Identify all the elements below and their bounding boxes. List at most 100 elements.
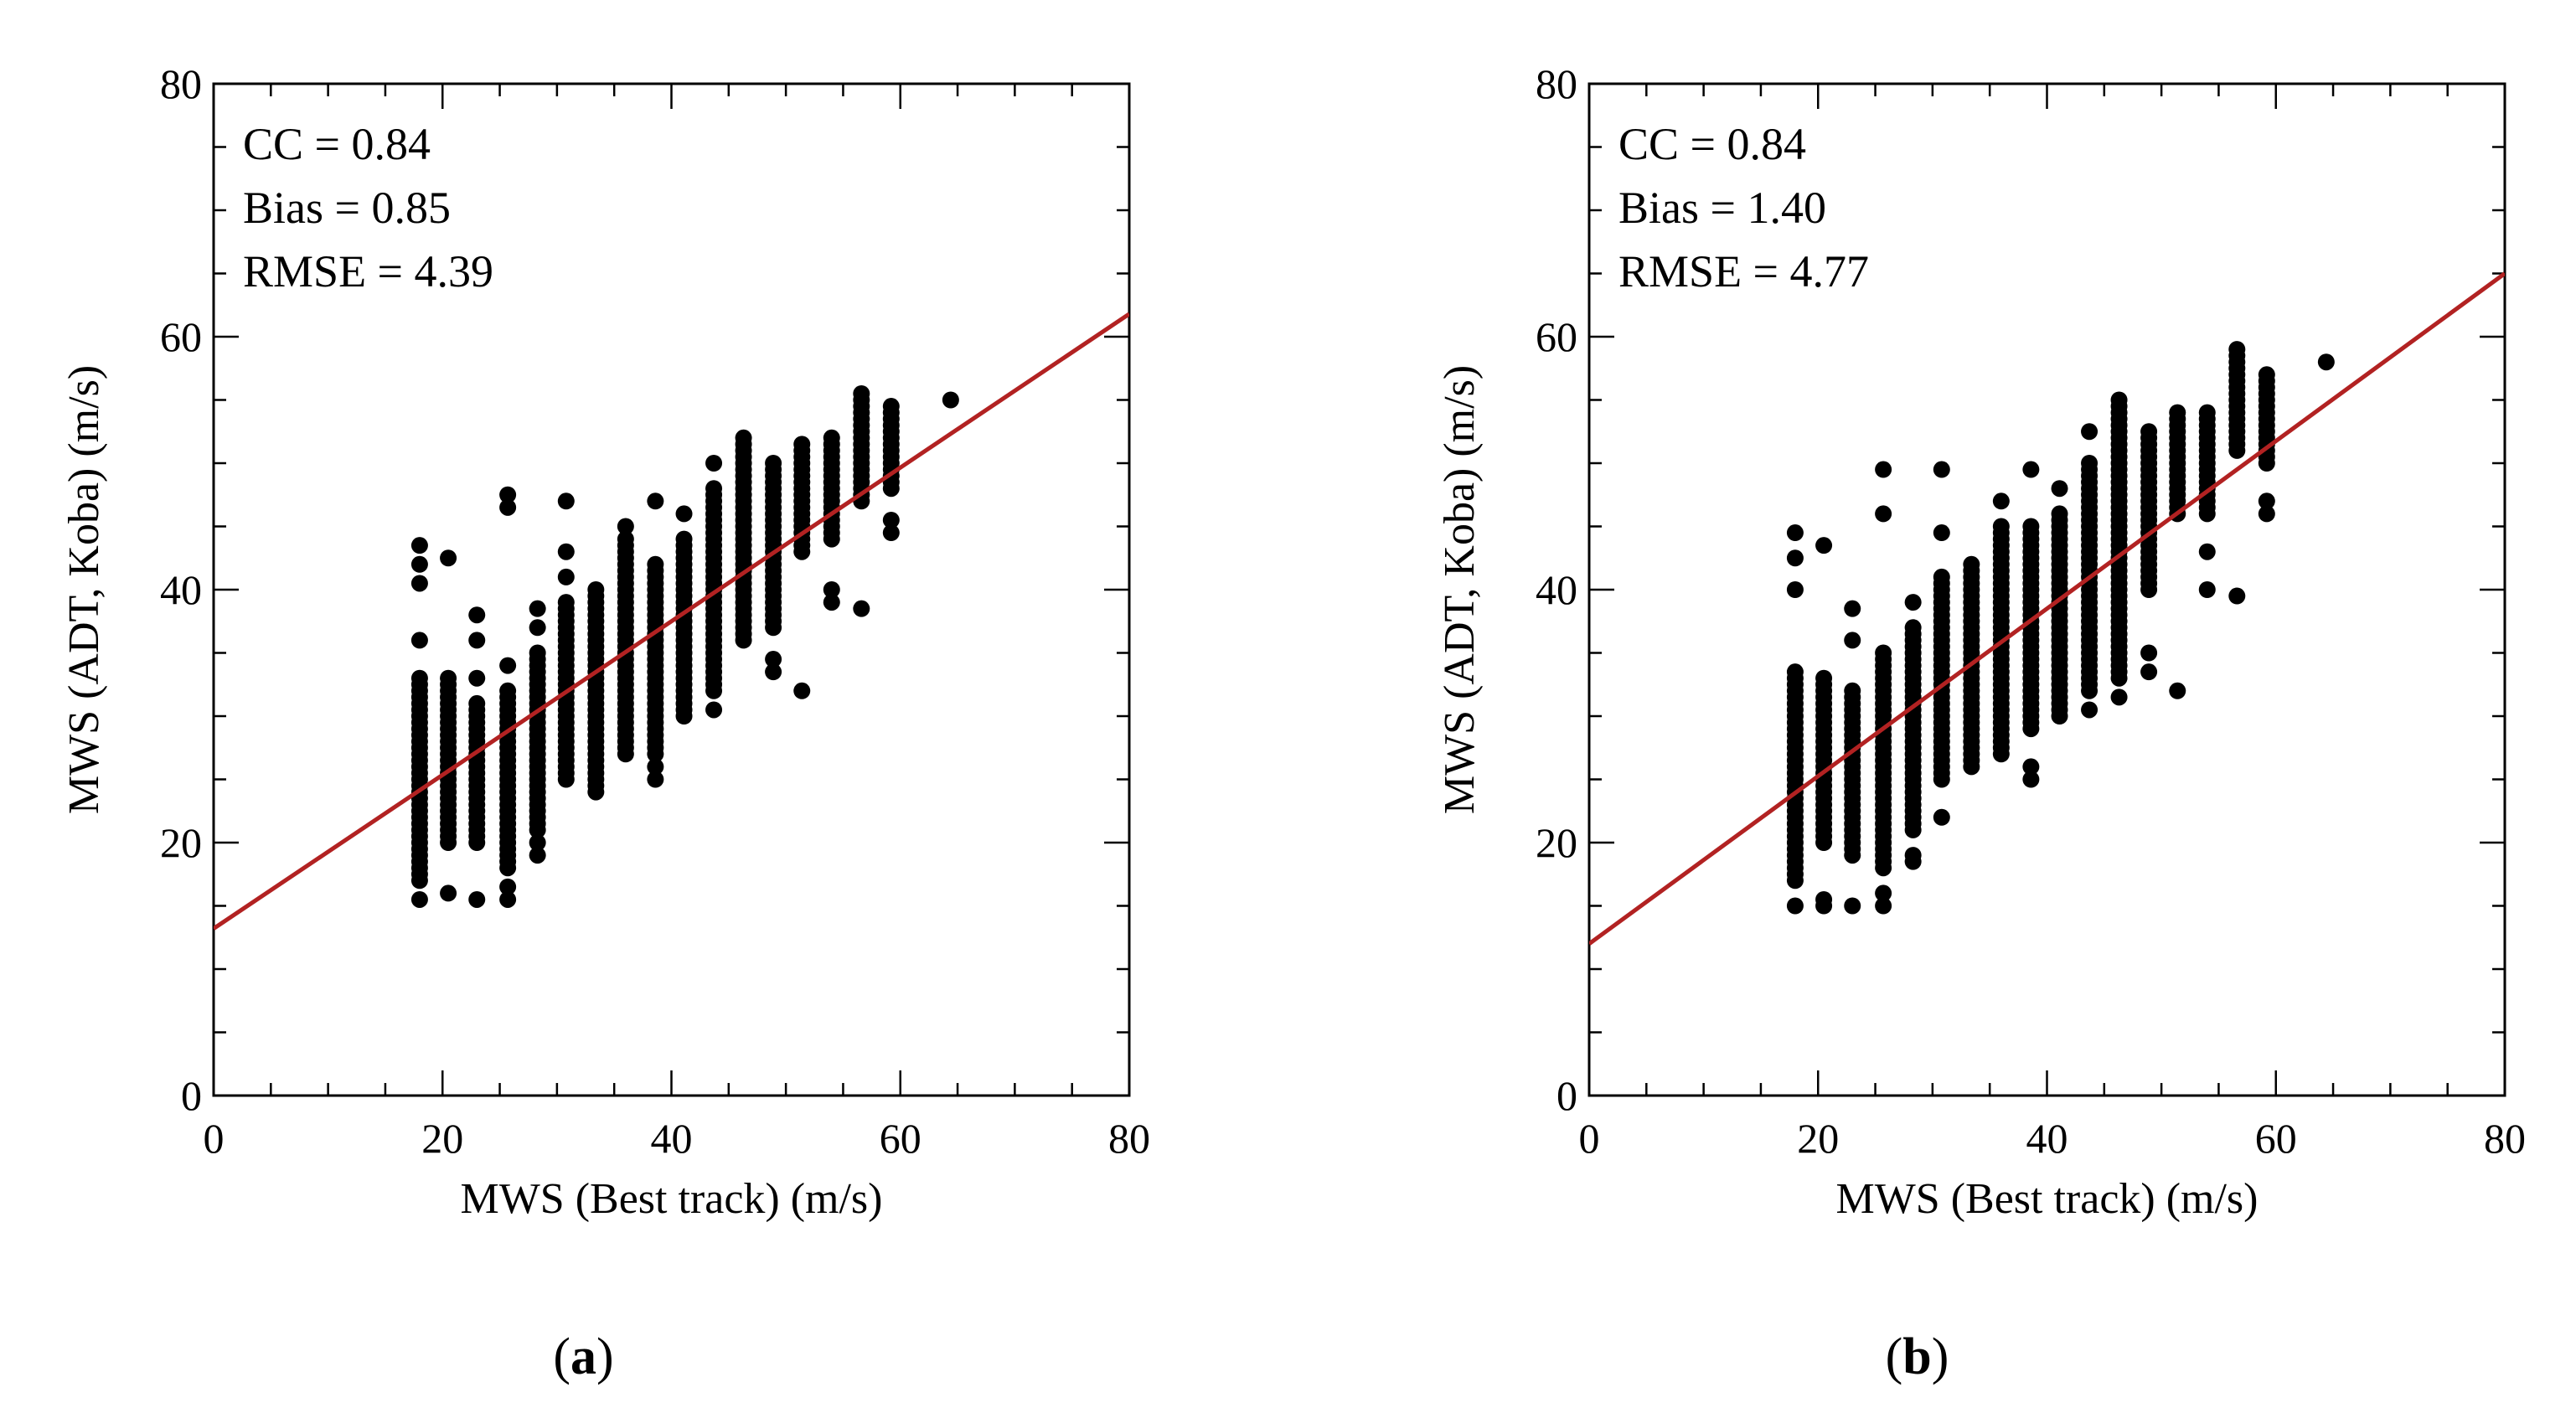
data-point-outlier xyxy=(2022,771,2040,788)
data-point xyxy=(793,436,811,453)
x-tick-label: 20 xyxy=(421,1115,463,1162)
data-point-outlier xyxy=(410,632,428,649)
data-point xyxy=(705,480,723,498)
data-point xyxy=(647,555,664,573)
stat-text: CC = 0.84 xyxy=(1618,119,1806,169)
plot-frame xyxy=(1587,82,2506,1097)
stat-text: Bias = 1.40 xyxy=(1618,183,1826,233)
data-point-outlier xyxy=(853,600,870,617)
x-tick-label: 20 xyxy=(1797,1115,1839,1162)
data-point xyxy=(2110,391,2128,409)
data-point xyxy=(2258,366,2275,384)
data-point-outlier xyxy=(705,701,723,719)
data-point xyxy=(410,669,428,687)
y-tick-label: 20 xyxy=(160,819,202,866)
data-point-outlier xyxy=(882,511,900,529)
x-axis-label: MWS (Best track) (m/s) xyxy=(460,1175,882,1223)
data-point-outlier xyxy=(1904,594,1922,611)
y-tick-label: 80 xyxy=(160,60,202,107)
data-point-outlier xyxy=(765,651,782,668)
scatter-points xyxy=(410,384,959,908)
x-axis-label: MWS (Best track) (m/s) xyxy=(1835,1175,2258,1223)
data-point xyxy=(557,594,575,611)
data-point-outlier xyxy=(2169,682,2186,699)
data-point xyxy=(499,682,517,699)
x-tick-label: 60 xyxy=(880,1115,921,1162)
y-tick-label: 20 xyxy=(1536,819,1577,866)
data-point xyxy=(2081,455,2098,472)
data-point-outlier xyxy=(410,555,428,573)
data-point-outlier xyxy=(440,549,457,567)
data-point-outlier xyxy=(1786,581,1804,598)
data-point xyxy=(1786,663,1804,681)
panel-a: 0 20 40 60 80 0 20 40 60 80 MWS (Best track) (m/s)… xyxy=(60,60,1150,1385)
data-point-outlier xyxy=(557,492,575,510)
data-point xyxy=(2317,353,2335,371)
regression-line xyxy=(1589,271,2505,946)
data-point-outlier xyxy=(823,581,840,598)
data-point-outlier xyxy=(410,890,428,908)
data-point xyxy=(942,391,959,409)
data-point-outlier xyxy=(468,669,486,687)
data-point-outlier xyxy=(468,890,486,908)
x-tick-label: 0 xyxy=(1579,1115,1600,1162)
data-point-outlier xyxy=(1844,897,1861,915)
scatter-points xyxy=(1786,341,2335,915)
data-point-outlier xyxy=(1815,537,1833,554)
data-point xyxy=(735,429,752,446)
panel-label: (a) xyxy=(553,1328,613,1385)
data-point-outlier xyxy=(2198,581,2216,598)
panel-b: 0 20 40 60 80 0 20 40 60 80 MWS (Best track) (m/s)… xyxy=(1436,60,2526,1385)
data-point-outlier xyxy=(1992,492,2010,510)
data-point-outlier xyxy=(499,498,517,516)
stat-text: RMSE = 4.39 xyxy=(243,246,493,297)
data-point-outlier xyxy=(647,758,664,776)
data-point xyxy=(2051,505,2068,523)
data-point-outlier xyxy=(2198,543,2216,560)
data-point-outlier xyxy=(1844,632,1861,649)
data-point-outlier xyxy=(468,606,486,624)
data-point xyxy=(1815,669,1833,687)
data-point-outlier xyxy=(2110,688,2128,706)
data-point xyxy=(2228,341,2246,358)
plot-frame xyxy=(212,82,1131,1097)
data-point-outlier xyxy=(499,486,517,503)
x-tick-label: 0 xyxy=(204,1115,225,1162)
data-point xyxy=(1933,568,1950,585)
data-point-outlier xyxy=(499,878,517,895)
data-point xyxy=(617,530,634,548)
data-point-outlier xyxy=(705,455,723,472)
data-point xyxy=(853,384,870,402)
stat-text: Bias = 0.85 xyxy=(243,183,451,233)
data-point-outlier xyxy=(1933,524,1950,542)
data-point-outlier xyxy=(2022,758,2040,776)
y-tick-label: 40 xyxy=(1536,566,1577,613)
data-point-outlier xyxy=(1875,461,1892,478)
data-point-outlier xyxy=(2140,663,2158,681)
data-point-outlier xyxy=(1875,884,1892,902)
data-point xyxy=(675,530,693,548)
data-point xyxy=(1963,555,1980,573)
data-point xyxy=(2140,423,2158,441)
data-point-outlier xyxy=(2081,701,2098,719)
data-point-outlier xyxy=(1786,897,1804,915)
data-point-outlier xyxy=(1815,890,1833,908)
data-point-outlier xyxy=(1844,600,1861,617)
data-point xyxy=(440,669,457,687)
data-point-outlier xyxy=(765,663,782,681)
data-point-outlier xyxy=(2228,587,2246,605)
data-point-outlier xyxy=(529,834,546,851)
data-point-outlier xyxy=(2258,505,2275,523)
data-point-outlier xyxy=(499,657,517,674)
data-point-outlier xyxy=(1875,505,1892,523)
data-point-outlier xyxy=(1875,897,1892,915)
data-point-outlier xyxy=(2022,461,2040,478)
data-point-outlier xyxy=(617,518,634,535)
data-point xyxy=(2022,518,2040,535)
data-point xyxy=(2198,404,2216,421)
data-point-outlier xyxy=(529,847,546,864)
data-point-outlier xyxy=(647,492,664,510)
data-point xyxy=(529,644,546,662)
data-point-outlier xyxy=(823,594,840,611)
